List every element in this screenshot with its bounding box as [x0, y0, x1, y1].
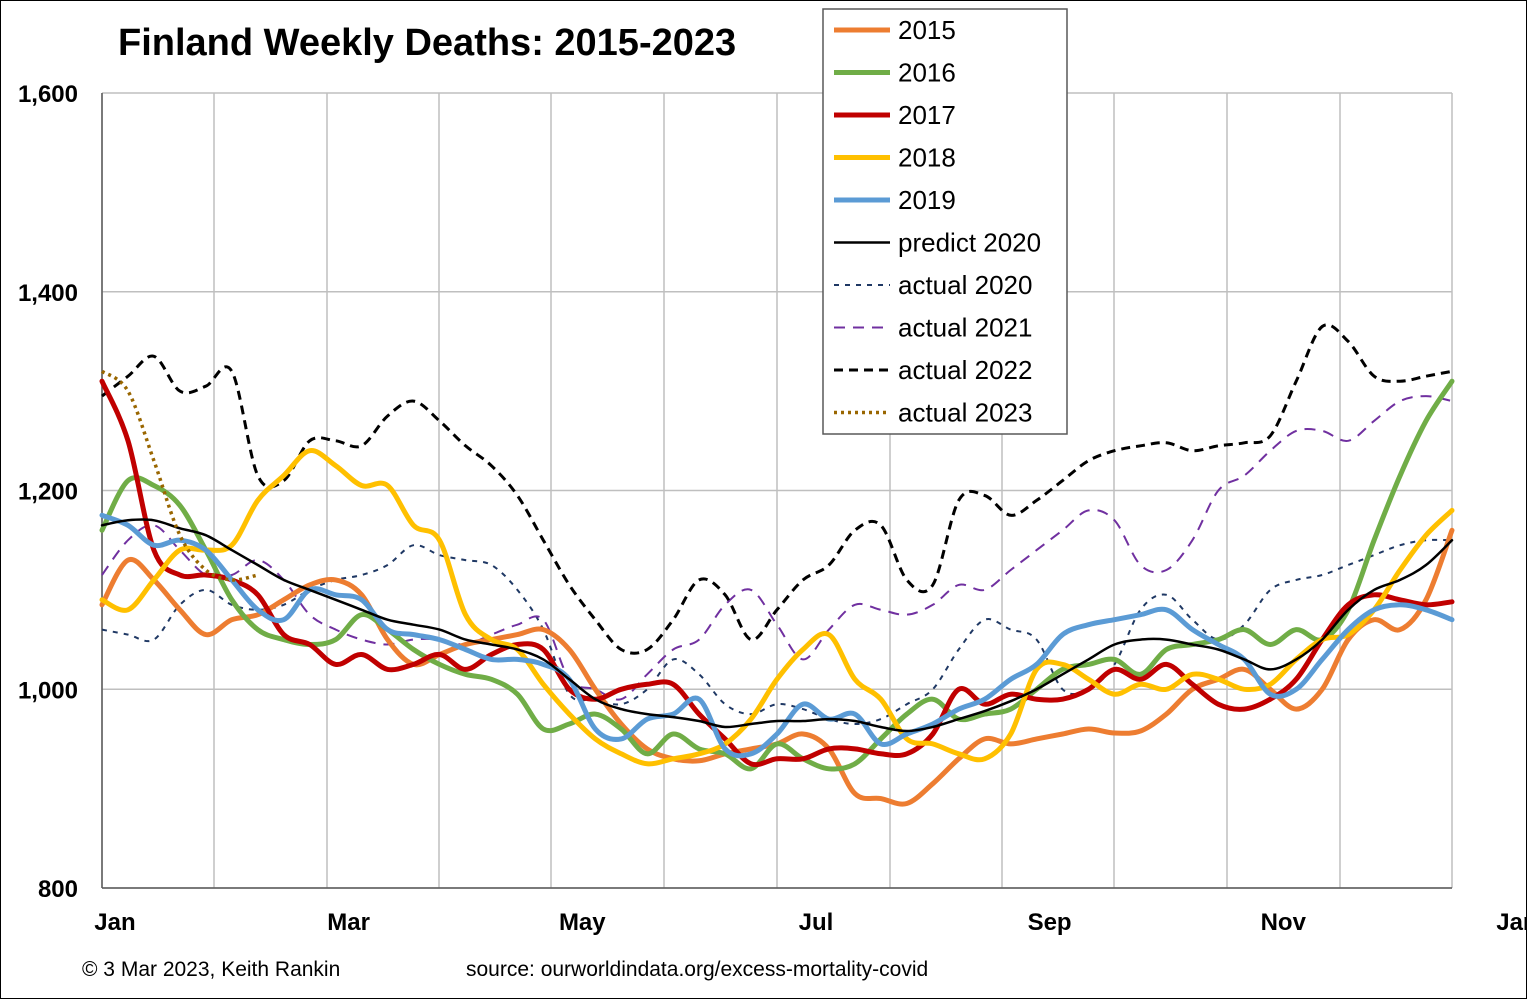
footer-copyright: © 3 Mar 2023, Keith Rankin — [82, 958, 340, 981]
legend-item-actual-2020: actual 2020 — [834, 270, 1032, 300]
legend-item-2015: 2015 — [834, 15, 956, 45]
y-tick-label-4: 1,600 — [18, 81, 78, 108]
x-tick-label-5: Nov — [1261, 909, 1307, 936]
series-line-actual-2022 — [101, 323, 1453, 655]
x-tick-label-0: Jan — [94, 909, 135, 936]
x-tick-label-4: Sep — [1028, 909, 1072, 936]
series-line-2016 — [99, 378, 1455, 772]
legend-item-actual-2021: actual 2021 — [834, 313, 1032, 343]
legend-label-2019: 2019 — [898, 185, 956, 215]
legend-label-actual-2023: actual 2023 — [898, 398, 1032, 428]
footer-source: source: ourworldindata.org/excess-mortal… — [466, 958, 928, 981]
x-axis-tick-labels: Jan Mar May Jul Sep Nov Jan — [94, 909, 1527, 936]
legend-label-2017: 2017 — [898, 100, 956, 130]
x-tick-label-2: May — [559, 909, 606, 936]
series-line-2017 — [99, 378, 1455, 768]
legend-item-predict-2020: predict 2020 — [834, 228, 1041, 258]
series-line-2019 — [99, 512, 1455, 759]
legend-label-2018: 2018 — [898, 143, 956, 173]
y-tick-label-3: 1,400 — [18, 280, 78, 307]
y-axis-tick-labels: 800 1,000 1,200 1,400 1,600 — [18, 81, 78, 903]
legend-item-2017: 2017 — [834, 100, 956, 130]
legend-item-actual-2023: actual 2023 — [834, 398, 1032, 428]
x-tick-label-3: Jul — [799, 909, 834, 936]
series-line-predict-2020 — [100, 518, 1454, 733]
legend-label-predict-2020: predict 2020 — [898, 228, 1041, 258]
legend-item-2019: 2019 — [834, 185, 956, 215]
series-line-2018 — [99, 448, 1455, 767]
y-tick-label-0: 800 — [38, 876, 78, 903]
legend-item-2018: 2018 — [834, 143, 956, 173]
x-tick-label-6: Jan — [1496, 909, 1527, 936]
legend-item-actual-2022: actual 2022 — [834, 355, 1032, 385]
legend-label-actual-2021: actual 2021 — [898, 313, 1032, 343]
legend-label-2015: 2015 — [898, 15, 956, 45]
axes — [101, 93, 1452, 889]
x-tick-label-1: Mar — [327, 909, 370, 936]
legend-label-2016: 2016 — [898, 58, 956, 88]
legend-label-actual-2022: actual 2022 — [898, 355, 1032, 385]
series-layer — [99, 323, 1455, 807]
y-tick-label-2: 1,200 — [18, 479, 78, 506]
legend-box — [822, 8, 1068, 435]
legend: 2015 2016 2017 2018 2019 predict 2020 actual 2… — [822, 8, 1068, 435]
legend-label-actual-2020: actual 2020 — [898, 270, 1032, 300]
chart-title: Finland Weekly Deaths: 2015-2023 — [118, 22, 736, 64]
legend-item-2016: 2016 — [834, 58, 956, 88]
y-tick-label-1: 1,000 — [18, 677, 78, 704]
